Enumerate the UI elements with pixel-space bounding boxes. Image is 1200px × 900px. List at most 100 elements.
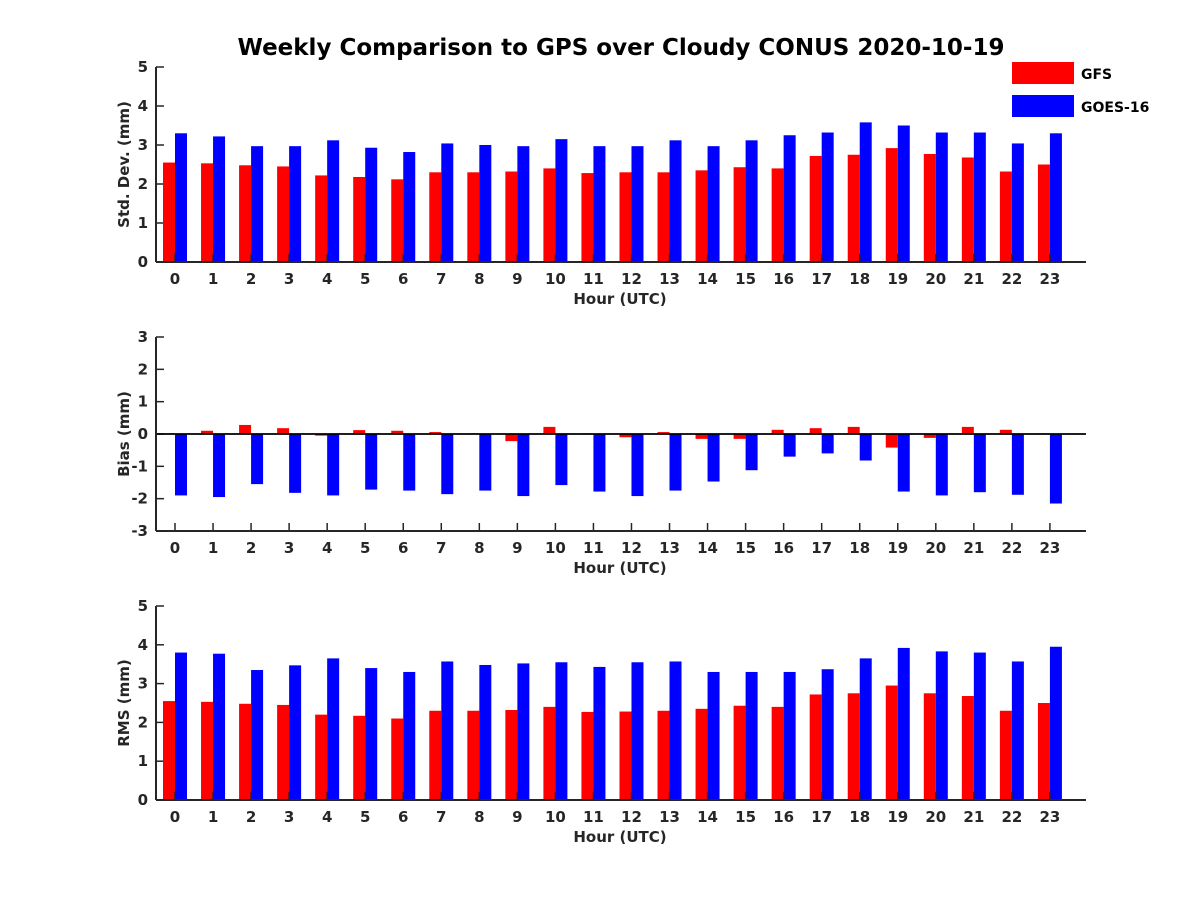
bar-goes16-hour-21 [973,652,986,800]
y-tick-label: -3 [131,522,148,540]
x-tick-label: 1 [208,270,218,288]
bar-gfs-hour-6 [391,430,404,434]
bar-gfs-hour-21 [961,696,974,800]
x-tick-label: 15 [735,270,756,288]
bar-goes16-hour-6 [403,434,416,491]
bar-gfs-hour-4 [315,714,328,800]
bar-goes16-hour-16 [783,671,796,800]
bar-gfs-hour-14 [695,170,708,262]
y-axis-title: RMS (mm) [115,659,133,746]
bar-goes16-hour-11 [593,666,606,800]
x-tick-label: 8 [474,270,484,288]
x-tick-label: 21 [963,539,984,557]
bar-gfs-hour-14 [695,434,708,439]
bar-goes16-hour-0 [175,434,187,496]
bar-goes16-hour-7 [441,143,454,262]
bar-goes16-hour-13 [669,140,682,262]
x-tick-label: 23 [1039,539,1060,557]
bar-goes16-hour-22 [1011,661,1024,800]
bar-goes16-hour-1 [213,434,226,498]
bar-gfs-hour-6 [391,179,404,262]
bar-gfs-hour-7 [429,172,442,262]
bar-gfs-hour-17 [809,694,822,800]
bar-gfs-hour-20 [923,434,936,438]
bar-goes16-hour-22 [1011,143,1024,262]
bar-goes16-hour-0 [175,133,187,262]
bar-gfs-hour-20 [923,153,936,262]
bar-goes16-hour-14 [707,434,720,482]
bar-gfs-hour-5 [353,715,366,800]
x-tick-label: 17 [811,539,832,557]
x-tick-label: 8 [474,539,484,557]
bar-goes16-hour-4 [327,658,340,800]
bar-gfs-hour-2 [239,703,252,800]
bar-gfs-hour-19 [885,685,898,800]
bar-gfs-hour-1 [201,163,214,262]
bar-goes16-hour-7 [441,661,454,800]
x-tick-label: 20 [925,270,946,288]
bar-goes16-hour-4 [327,140,340,262]
legend-swatch-goes16 [1012,95,1074,117]
x-tick-label: 13 [659,270,680,288]
bar-gfs-hour-8 [467,172,480,262]
bar-gfs-hour-10 [543,706,556,800]
y-tick-label: 1 [138,752,148,770]
bar-goes16-hour-11 [593,434,606,492]
x-tick-label: 7 [436,270,446,288]
x-tick-label: 10 [545,539,566,557]
bar-gfs-hour-13 [657,710,670,800]
bar-gfs-hour-15 [733,167,746,262]
x-tick-label: 0 [170,270,180,288]
x-tick-label: 4 [322,539,332,557]
bar-goes16-hour-5 [365,147,378,262]
legend-swatch-gfs [1012,62,1074,84]
bar-gfs-hour-1 [201,430,214,434]
x-tick-label: 18 [849,808,870,826]
x-tick-label: 9 [512,539,522,557]
bar-gfs-hour-17 [809,428,822,434]
x-tick-label: 4 [322,808,332,826]
bar-gfs-hour-9 [505,434,518,442]
x-tick-label: 1 [208,539,218,557]
bar-gfs-hour-11 [581,173,594,262]
bar-goes16-hour-9 [517,146,530,262]
bar-goes16-hour-16 [783,434,796,457]
x-tick-label: 7 [436,539,446,557]
x-tick-label: 23 [1039,808,1060,826]
bar-goes16-hour-11 [593,146,606,262]
bar-gfs-hour-2 [239,424,252,434]
bar-goes16-hour-2 [251,146,264,262]
bar-gfs-hour-22 [999,710,1012,800]
x-tick-label: 9 [512,808,522,826]
bar-goes16-hour-23 [1049,434,1062,504]
x-tick-label: 7 [436,808,446,826]
bar-gfs-hour-3 [277,166,290,262]
bar-goes16-hour-3 [289,434,302,493]
bar-gfs-hour-19 [885,434,898,448]
bar-goes16-hour-19 [897,125,910,262]
bar-goes16-hour-0 [175,652,187,800]
bar-goes16-hour-20 [935,434,948,496]
bar-goes16-hour-18 [859,122,872,262]
bar-goes16-hour-1 [213,136,226,262]
bar-gfs-hour-5 [353,430,366,434]
y-tick-label: -2 [131,490,148,508]
x-tick-label: 5 [360,270,370,288]
legend-label-gfs: GFS [1081,67,1112,83]
x-tick-label: 10 [545,270,566,288]
bar-gfs-hour-23 [1037,164,1050,262]
bar-gfs-hour-10 [543,168,556,262]
bar-goes16-hour-19 [897,647,910,800]
x-tick-label: 9 [512,270,522,288]
bar-goes16-hour-8 [479,145,492,262]
x-tick-label: 10 [545,808,566,826]
bar-goes16-hour-18 [859,658,872,800]
x-tick-label: 11 [583,270,604,288]
bar-gfs-hour-8 [467,710,480,800]
bar-gfs-hour-4 [315,175,328,262]
x-tick-label: 6 [398,539,408,557]
bar-goes16-hour-22 [1011,434,1024,495]
x-tick-label: 2 [246,808,256,826]
bar-gfs-hour-13 [657,172,670,262]
